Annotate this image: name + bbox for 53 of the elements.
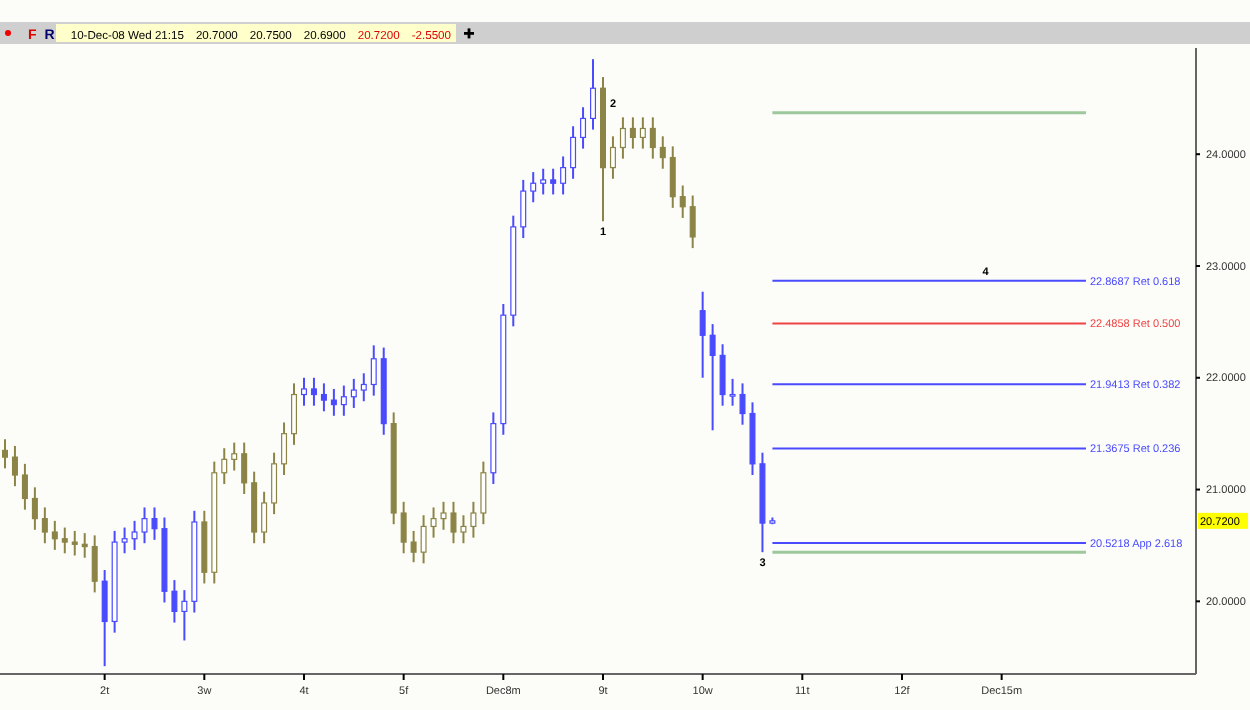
candlestick [480, 460, 487, 526]
candlestick [580, 106, 587, 150]
candlestick [420, 514, 427, 565]
candlestick [540, 167, 547, 196]
candlestick [310, 376, 317, 407]
candlestick [609, 135, 616, 180]
candlestick [629, 116, 636, 150]
candlestick [530, 171, 537, 204]
candlestick [61, 526, 68, 555]
candlestick [340, 384, 347, 417]
candlestick [719, 343, 726, 407]
candlestick [400, 500, 407, 555]
candlestick [51, 519, 58, 551]
candlestick [81, 532, 88, 559]
candlestick [101, 569, 108, 668]
candlestick [689, 194, 696, 250]
candlestick [41, 506, 48, 545]
candlestick [221, 447, 228, 485]
candlestick [699, 290, 706, 379]
candlestick [241, 441, 248, 496]
candlestick [639, 116, 646, 150]
candlestick [520, 178, 527, 240]
candlestick [590, 58, 597, 131]
candlestick [410, 529, 417, 564]
candlestick [281, 421, 288, 477]
candlestick [649, 116, 656, 160]
candlestick [709, 323, 716, 432]
candlestick [291, 382, 298, 446]
candlestick [320, 382, 327, 413]
candlestick [91, 534, 98, 594]
candlestick [669, 145, 676, 209]
candlestick [350, 377, 357, 409]
candlestick [11, 444, 18, 488]
candlestick [71, 529, 78, 557]
candlestick [360, 372, 367, 403]
candlestick [330, 387, 337, 417]
candlestick [261, 490, 268, 545]
candlestick [470, 500, 477, 539]
candlestick [271, 451, 278, 516]
candlestick [679, 184, 686, 219]
candlestick [659, 135, 666, 170]
candlestick [31, 486, 38, 531]
candlestick [619, 116, 626, 160]
candlestick [1, 438, 8, 470]
candlestick [21, 462, 28, 511]
candlestick [181, 589, 188, 642]
candlestick [121, 526, 128, 555]
candlestick [231, 441, 238, 472]
candlestick [300, 376, 307, 407]
candlestick [370, 344, 377, 397]
candlestick [560, 155, 567, 196]
candlestick [570, 125, 577, 180]
candlestick [550, 167, 557, 196]
